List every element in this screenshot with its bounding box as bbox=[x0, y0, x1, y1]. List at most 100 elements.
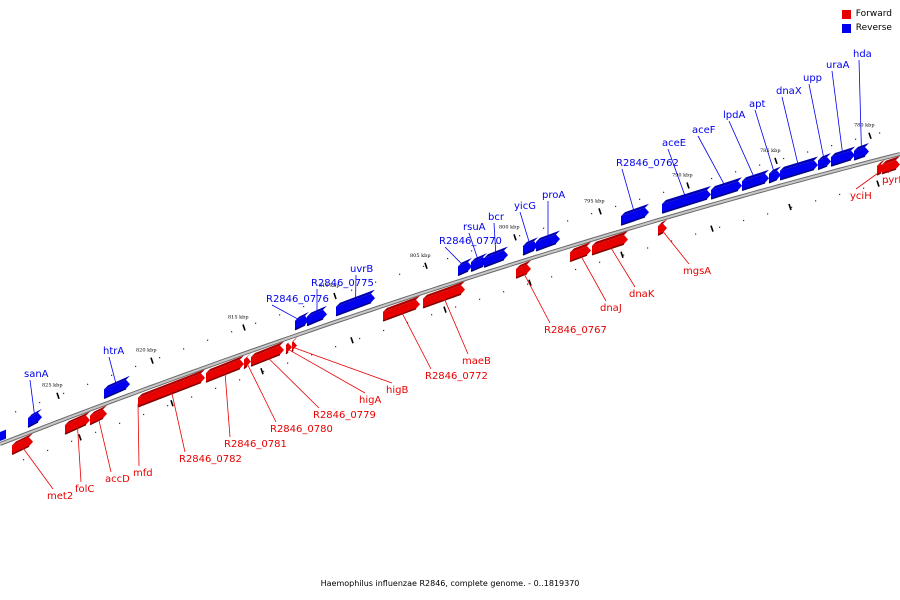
gene-htrA-edge bbox=[103, 388, 127, 400]
dot-mark bbox=[159, 357, 161, 359]
tick-label: 785 kbp bbox=[760, 148, 781, 154]
gene-pyrF-top bbox=[882, 156, 900, 165]
tick-mark bbox=[333, 292, 337, 300]
gene-maeB-body bbox=[423, 285, 465, 308]
gene-uvrB-body bbox=[336, 293, 375, 316]
legend-reverse: Reverse bbox=[841, 23, 892, 33]
gene-bcr-leader bbox=[493, 222, 497, 258]
gene-mgsA-leader bbox=[662, 230, 690, 265]
gene-R2846_0779-top bbox=[251, 341, 284, 358]
gene-label-dnaX: dnaX bbox=[776, 86, 802, 97]
gene-met2-leader bbox=[22, 447, 54, 490]
gene-htrA-top bbox=[104, 375, 130, 390]
tick-mark bbox=[513, 234, 517, 241]
gene-label-uraA: uraA bbox=[826, 60, 850, 71]
tick-label: 800 kbp bbox=[499, 224, 520, 230]
tick-mark bbox=[528, 279, 532, 286]
gene-yciH-leader bbox=[855, 170, 882, 190]
gene-upp-leader bbox=[808, 83, 825, 162]
dot-mark bbox=[119, 422, 121, 424]
gene-folC-edge bbox=[64, 423, 87, 435]
dot-mark bbox=[335, 346, 337, 348]
gene-apt-body bbox=[769, 170, 781, 183]
gene-R2846_0782-body bbox=[138, 373, 205, 407]
tick-mark bbox=[150, 357, 154, 364]
dot-mark bbox=[47, 449, 49, 452]
gene-mgsA-top bbox=[658, 219, 667, 227]
gene-R2846_0780-body bbox=[244, 357, 251, 369]
gene-label-R2846_0762: R2846_0762 bbox=[616, 158, 679, 169]
gene-label-pyrF: pyrF bbox=[882, 175, 900, 186]
dot-mark bbox=[143, 413, 145, 416]
gene-R2846_0767-top bbox=[516, 260, 531, 270]
dot-mark bbox=[735, 171, 737, 173]
dot-mark bbox=[767, 213, 769, 215]
gene-yicG-edge bbox=[522, 249, 535, 256]
gene-htrA-leader bbox=[108, 356, 118, 388]
gene-aceE-leader bbox=[667, 148, 687, 201]
gene-label-hda: hda bbox=[853, 49, 872, 60]
legend-forward-swatch bbox=[841, 9, 851, 19]
gene-hda-body bbox=[854, 146, 869, 160]
tick-label: 820 kbp bbox=[136, 348, 157, 354]
dot-mark bbox=[695, 233, 697, 235]
gene-proA-body bbox=[536, 234, 560, 251]
gene-lpdA-top bbox=[742, 169, 769, 182]
gene-folC-body bbox=[65, 415, 90, 435]
gene-apt-edge bbox=[768, 178, 778, 184]
legend-reverse-label: Reverse bbox=[855, 23, 892, 33]
gene-label-lpdA: lpdA bbox=[723, 110, 745, 121]
gene-folC-leader bbox=[77, 426, 82, 483]
dot-mark bbox=[375, 281, 377, 283]
dot-mark bbox=[879, 132, 881, 134]
gene-label-higB: higB bbox=[386, 385, 408, 396]
dot-mark bbox=[399, 273, 401, 275]
tick-mark bbox=[242, 324, 246, 331]
gene-maeB-edge bbox=[422, 293, 462, 309]
gene-R2846_0767-leader bbox=[523, 272, 551, 324]
gene-label-yciH: yciH bbox=[850, 191, 872, 202]
gene-pyrF-leader bbox=[887, 168, 892, 174]
gene-R2846_0779-leader bbox=[267, 356, 320, 409]
gene-met2-edge bbox=[11, 445, 30, 456]
dot-mark bbox=[383, 329, 385, 332]
gene-label-aceF: aceF bbox=[692, 125, 716, 136]
dot-mark bbox=[623, 254, 625, 256]
gene-R2846_0762-top bbox=[621, 203, 649, 217]
dot-mark bbox=[191, 396, 193, 398]
gene-dnaX-leader bbox=[781, 96, 800, 169]
dot-mark bbox=[431, 314, 433, 316]
gene-aceF-body bbox=[711, 181, 742, 199]
gene-R2846_0776-top bbox=[295, 311, 309, 321]
dot-mark bbox=[711, 177, 713, 180]
gene-R2846_0780-top bbox=[244, 353, 251, 360]
gene-label-dnaJ: dnaJ bbox=[600, 303, 622, 314]
gene-dnaX-top bbox=[780, 156, 818, 171]
dot-mark bbox=[855, 138, 857, 140]
gene-rsuA-edge bbox=[470, 265, 484, 272]
dot-mark bbox=[615, 205, 617, 208]
gene-label-folC: folC bbox=[75, 484, 94, 495]
gene-aceF-top bbox=[711, 177, 742, 190]
tick-mark bbox=[350, 337, 354, 344]
dot-mark bbox=[831, 144, 833, 147]
tick-mark bbox=[876, 180, 880, 187]
dot-mark bbox=[255, 322, 257, 324]
gene-sanA-edge bbox=[27, 421, 39, 428]
gene-apt-top bbox=[769, 166, 781, 174]
tick-mark bbox=[710, 225, 714, 232]
gene-yicG-leader bbox=[519, 211, 531, 247]
gene-R2846_0762-body bbox=[621, 207, 649, 226]
gene-upp-edge bbox=[817, 165, 828, 171]
dot-mark bbox=[455, 306, 457, 308]
dot-mark bbox=[311, 354, 313, 356]
gene-R2846_0775-edge bbox=[306, 318, 324, 327]
gene-lpdA-body bbox=[742, 173, 769, 191]
tick-mark bbox=[620, 251, 624, 259]
gene-label-R2846_0779: R2846_0779 bbox=[313, 410, 376, 421]
gene-R2846_0770-leader bbox=[444, 246, 466, 268]
gene-higA-edge bbox=[285, 351, 289, 355]
gene-rsuA-top bbox=[471, 253, 487, 263]
gene-label-mgsA: mgsA bbox=[683, 266, 711, 277]
dot-mark bbox=[15, 411, 17, 413]
